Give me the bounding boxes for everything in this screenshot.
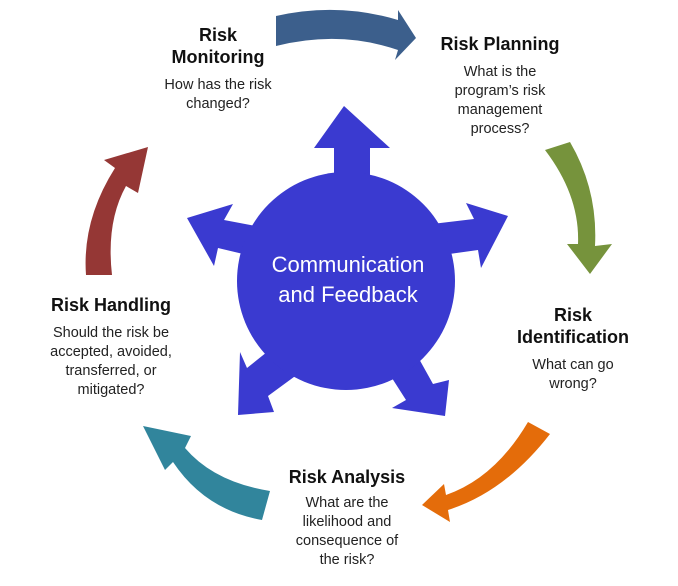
title-line: Risk [553, 305, 593, 325]
stage-question: How has the risk changed? [118, 76, 318, 114]
stage-risk-handling: Risk Handling Should the risk be accepte… [16, 294, 206, 400]
question-line: wrong? [549, 376, 597, 392]
stage-risk-planning: Risk Planning What is the program’s risk… [405, 33, 595, 139]
stage-title: Risk Analysis [288, 467, 406, 487]
question-line: What is the [463, 64, 537, 80]
hub-circle [237, 172, 455, 390]
hub-label: Communication and Feedback [238, 250, 458, 310]
title-line: Identification [517, 327, 629, 347]
question-line: accepted, avoided, [50, 344, 172, 360]
stage-question: Should the risk be accepted, avoided, tr… [16, 324, 206, 400]
stage-question: What is the program’s risk management pr… [405, 63, 595, 139]
question-line: What can go [532, 357, 614, 373]
question-line: mitigated? [77, 382, 145, 398]
stage-title: Risk Planning [440, 34, 560, 54]
stage-question: What can go wrong? [478, 356, 668, 394]
stage-title: Risk Handling [50, 295, 171, 315]
arrow-planning-to-identification [545, 142, 612, 274]
arrow-handling-to-monitoring [85, 147, 148, 275]
question-line: likelihood and [302, 514, 392, 530]
stage-title: Risk Identification [478, 304, 668, 348]
question-line: Should the risk be [52, 325, 170, 341]
question-line: process? [470, 121, 530, 137]
title-line: Monitoring [171, 47, 265, 67]
question-line: consequence of [295, 533, 399, 549]
stage-risk-analysis: Risk Analysis What are the likelihood an… [262, 466, 432, 570]
question-line: management [457, 102, 543, 118]
hub-arrow-up [314, 106, 390, 190]
stage-question: What are the likelihood and consequence … [262, 494, 432, 570]
arrow-monitoring-to-planning [276, 9, 416, 60]
stage-risk-monitoring: Risk Monitoring How has the risk changed… [118, 24, 318, 114]
arrow-identification-to-analysis [422, 422, 550, 522]
hub-label-line-1: Communication [271, 252, 425, 277]
question-line: transferred, or [65, 363, 157, 379]
question-line: program’s risk [454, 83, 546, 99]
stage-risk-identification: Risk Identification What can go wrong? [478, 304, 668, 394]
arrow-analysis-to-handling [143, 426, 270, 520]
question-line: changed? [186, 96, 250, 112]
question-line: How has the risk [164, 77, 272, 93]
question-line: the risk? [319, 552, 375, 568]
title-line: Risk [198, 25, 238, 45]
hub-label-line-2: and Feedback [278, 282, 418, 307]
question-line: What are the [305, 495, 389, 511]
stage-title: Risk Monitoring [118, 24, 318, 68]
